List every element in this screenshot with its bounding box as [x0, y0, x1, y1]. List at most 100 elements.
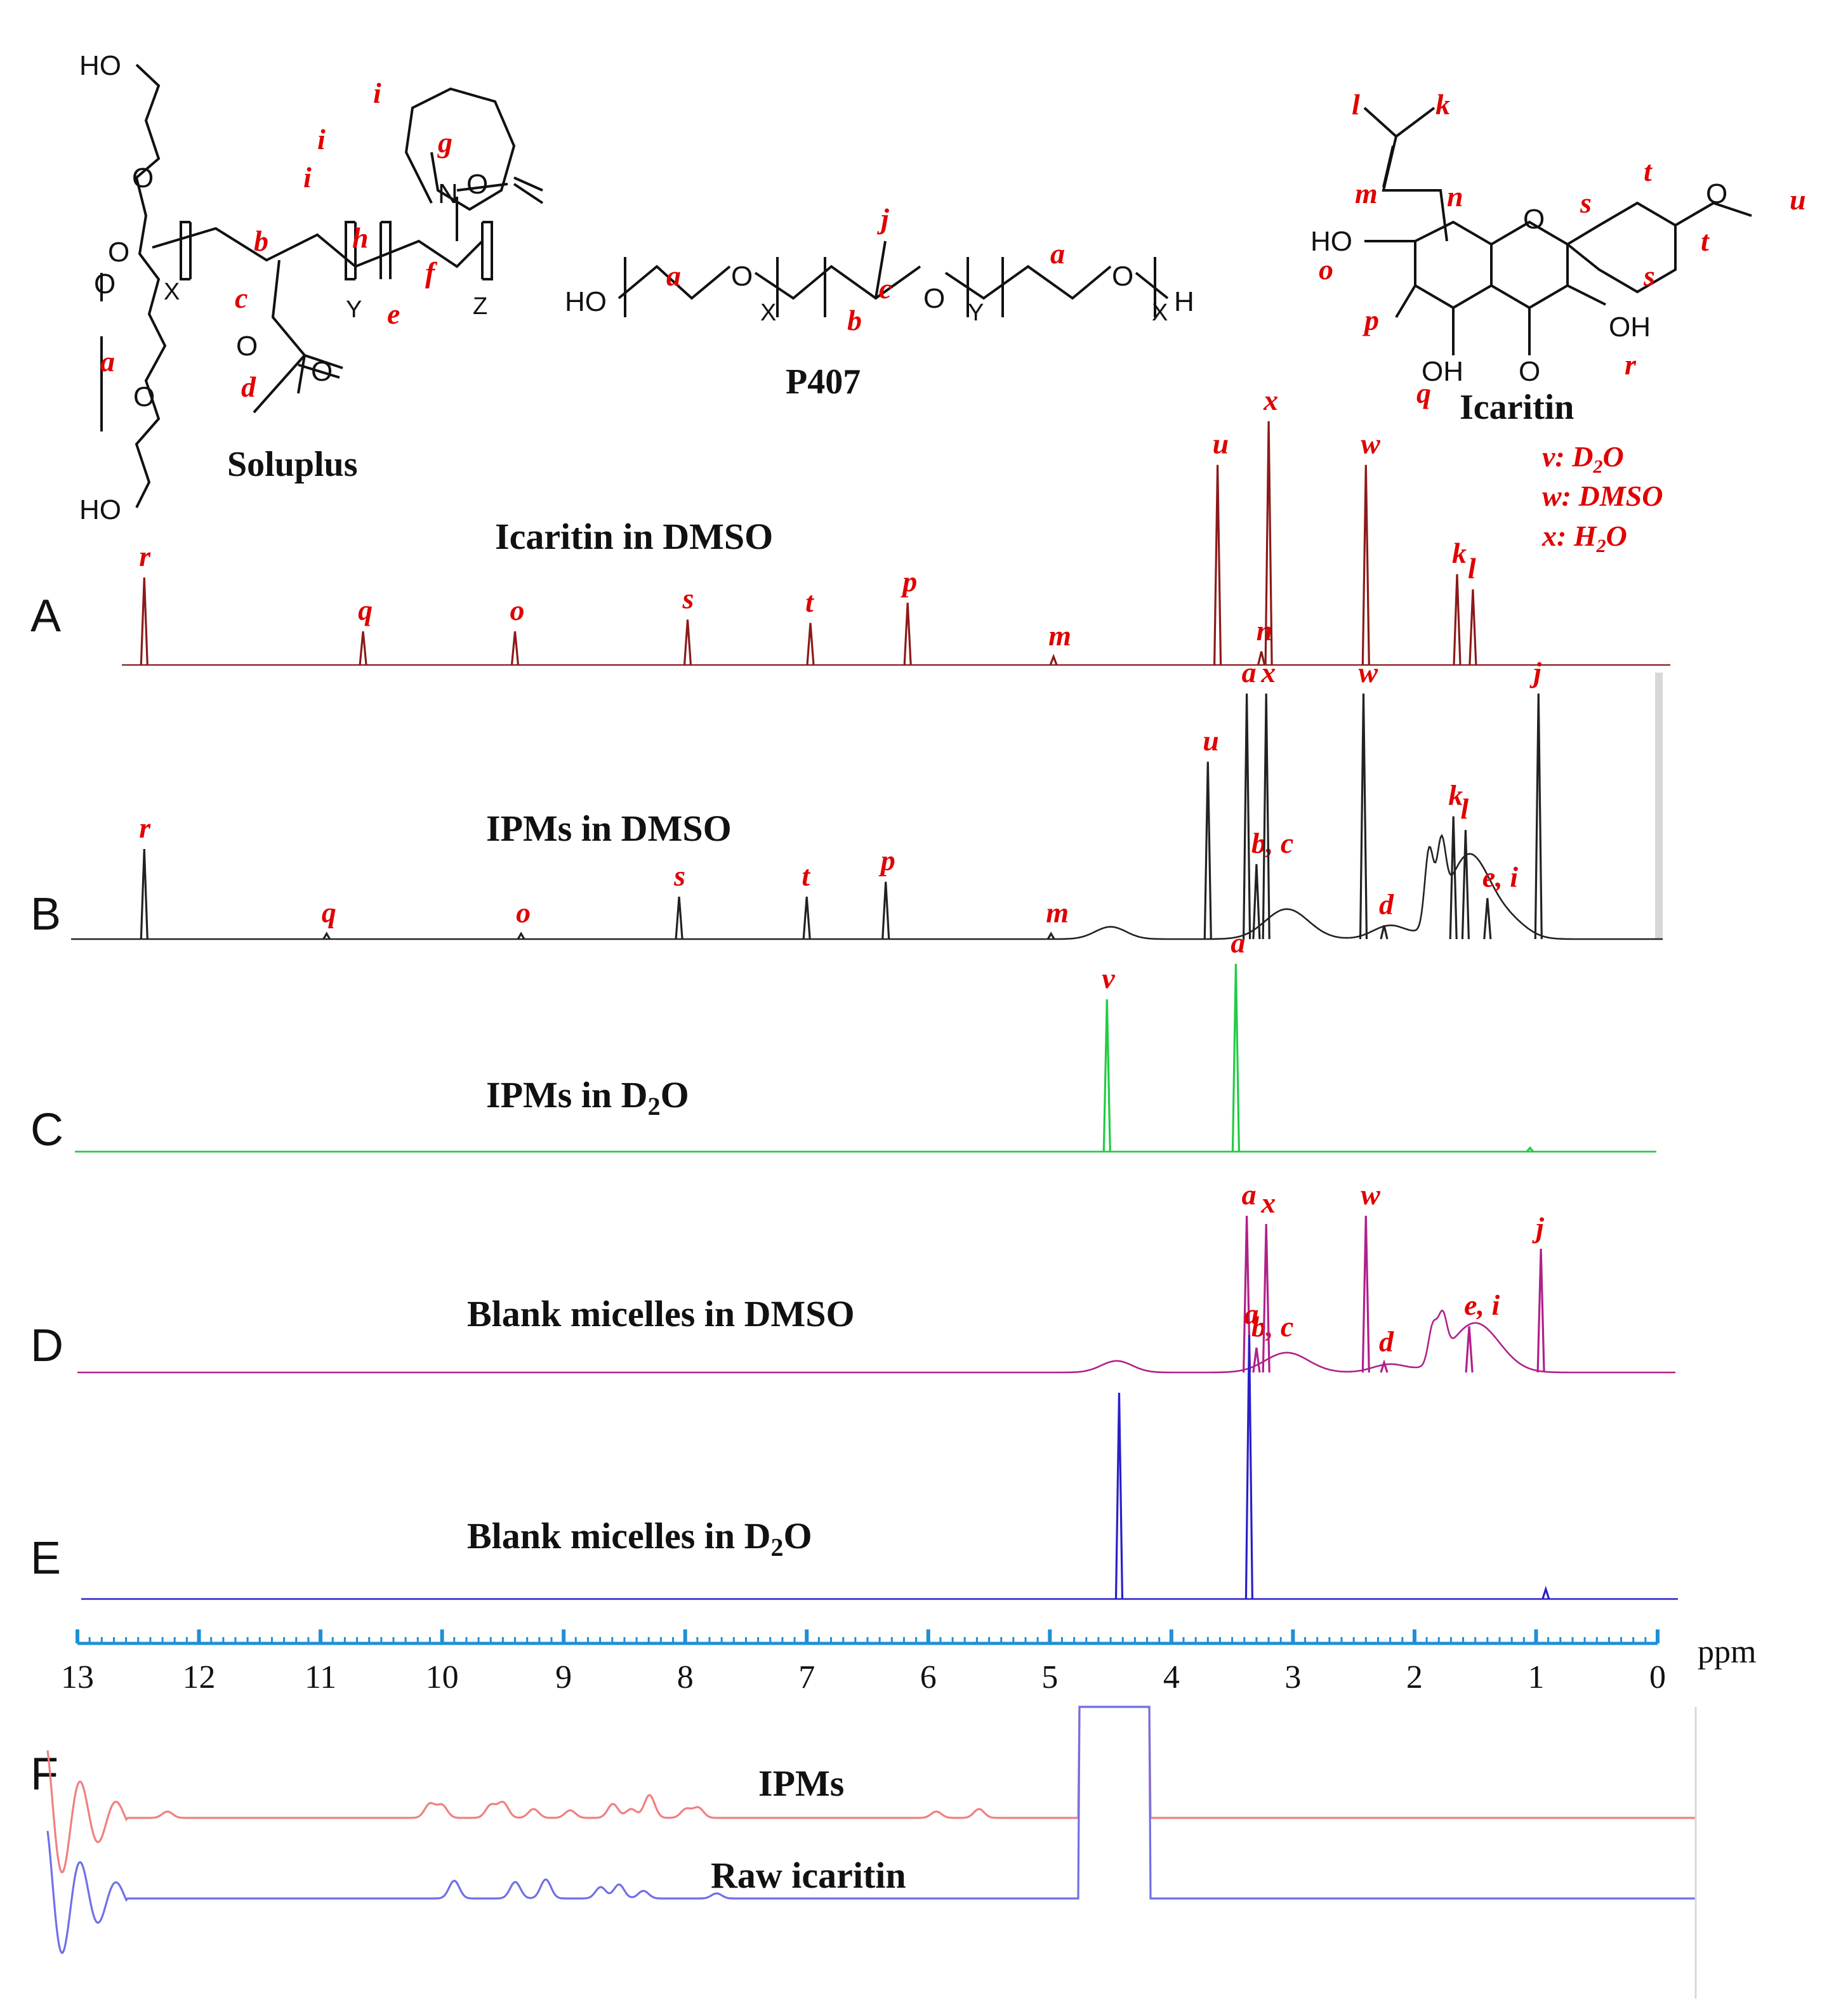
ppm-tick-label-10: 10 [426, 1659, 459, 1695]
soluplus-label-Z: Z [473, 293, 487, 320]
peak-B-k-13 [1449, 816, 1458, 940]
peak-label-D-1: b, c [1251, 1310, 1293, 1343]
peak-label-B-10: x [1260, 656, 1276, 688]
soluplus-label-c: c [235, 282, 248, 314]
title-C: IPMs in D2O [486, 1074, 689, 1121]
peak-A-x-9 [1264, 421, 1273, 666]
peak-B-t-4 [802, 897, 811, 940]
p407-h: H [1174, 286, 1194, 317]
ppm-tick-label-9: 9 [555, 1659, 572, 1695]
peak-label-A-4: t [805, 586, 814, 618]
peak-label-A-7: u [1213, 428, 1229, 460]
soluplus-name: Soluplus [227, 445, 358, 484]
p407-structure: HO O O O H a b c j a X Y X P407 [565, 202, 1194, 402]
soluplus-o5: O [236, 331, 258, 362]
peak-label-A-10: w [1361, 428, 1380, 460]
text: O [661, 1074, 689, 1115]
peak-label-D-6: j [1531, 1211, 1544, 1244]
soluplus-label-i1: i [373, 77, 381, 109]
title-A: Icaritin in DMSO [495, 516, 773, 557]
icaritin-label-t2: t [1701, 225, 1710, 257]
icaritin-ketone-o: O [1519, 356, 1540, 387]
text: 2 [1596, 536, 1606, 556]
ppm-tick-label-8: 8 [677, 1659, 694, 1695]
p407-sub-X1: X [760, 299, 776, 326]
panel-label-D: D [30, 1320, 63, 1371]
title-B: IPMs in DMSO [486, 808, 732, 849]
peak-D-bc-1 [1252, 1347, 1261, 1373]
peak-label-B-2: o [516, 896, 531, 928]
soluplus-label-h: h [352, 221, 369, 254]
icaritin-label-u: u [1790, 183, 1806, 216]
peak-label-B-11: w [1359, 656, 1378, 688]
peak-label-B-14: l [1460, 793, 1468, 825]
peak-label-A-5: p [900, 565, 917, 598]
ppm-axis: 13 12 11 10 9 8 7 6 5 4 3 2 1 0 [61, 1629, 1666, 1695]
peak-C-unlabeled-2 [1526, 1146, 1534, 1153]
peak-label-A-9: x [1263, 384, 1278, 416]
soluplus-structure: HO O O O O HO O O N O X Y Z a b c d e f … [79, 50, 544, 525]
ppm-tick-label-1: 1 [1528, 1659, 1544, 1695]
p407-label-c: c [879, 272, 892, 305]
icaritin-label-p: p [1362, 304, 1379, 336]
peak-label-A-2: o [510, 594, 525, 626]
text: O [1602, 440, 1623, 473]
soluplus-label-i2: i [317, 123, 326, 155]
inset-trace-0 [46, 1706, 1695, 1874]
peak-label-E-1: a [1244, 1298, 1258, 1330]
panel-label-E: E [30, 1533, 61, 1584]
peak-label-A-1: q [358, 594, 373, 626]
soluplus-label-b: b [254, 225, 268, 257]
text: O [1606, 520, 1627, 552]
soluplus-label-X: X [164, 279, 180, 305]
icaritin-label-n: n [1447, 180, 1463, 213]
ppm-tick-label-0: 0 [1649, 1659, 1666, 1695]
peak-A-w-10 [1361, 464, 1370, 666]
soluplus-label-g: g [437, 126, 452, 159]
solvent-key-v: v: D2O [1542, 440, 1624, 477]
peak-label-B-5: p [878, 845, 895, 877]
title-E: Blank micelles in D2O [467, 1515, 812, 1562]
soluplus-o-ketone: O [466, 169, 488, 200]
panel-b-edge-shading [1655, 673, 1663, 939]
peak-A-u-7 [1213, 464, 1222, 666]
text: 2 [1592, 456, 1602, 477]
soluplus-label-Y: Y [346, 296, 362, 323]
soluplus-label-d: d [241, 371, 256, 403]
peak-label-B-16: j [1529, 656, 1541, 688]
peak-E-a-1 [1244, 1334, 1253, 1600]
soluplus-label-a: a [100, 345, 115, 378]
peak-label-B-8: a [1242, 656, 1257, 688]
peak-A-l-12 [1468, 589, 1477, 666]
p407-label-a1: a [666, 260, 681, 292]
peak-D-x-2 [1262, 1223, 1270, 1373]
ppm-tick-label-12: 12 [183, 1659, 216, 1695]
icaritin-label-q: q [1416, 377, 1431, 409]
peak-D-a-0 [1243, 1215, 1251, 1373]
peak-label-A-3: s [682, 582, 694, 615]
soluplus-o1: O [132, 162, 154, 194]
inset-trace-1 [46, 1706, 1695, 1954]
soluplus-ho-top: HO [79, 50, 121, 81]
peak-A-m-6 [1049, 654, 1058, 666]
peak-A-r-0 [140, 577, 148, 666]
text: 2 [771, 1533, 784, 1562]
inset-f [46, 1706, 1697, 1999]
panel-label-B: B [30, 889, 61, 940]
ppm-tick-label-3: 3 [1284, 1659, 1301, 1695]
p407-o1: O [731, 261, 753, 292]
peak-C-v-0 [1102, 999, 1111, 1152]
text: O [784, 1515, 812, 1556]
peak-B-u-7 [1203, 761, 1212, 940]
peak-label-A-12: l [1468, 552, 1476, 584]
peak-label-B-4: t [802, 859, 810, 891]
icaritin-oh1: OH [1609, 312, 1651, 343]
panel-label-A: A [30, 591, 61, 641]
peak-label-C-1: a [1231, 926, 1245, 959]
peak-label-B-9: b, c [1251, 827, 1293, 859]
icaritin-label-t1: t [1644, 155, 1653, 187]
peak-B-ei-15 [1483, 898, 1492, 940]
peak-B-x-10 [1262, 693, 1270, 940]
icaritin-label-o: o [1319, 253, 1333, 286]
